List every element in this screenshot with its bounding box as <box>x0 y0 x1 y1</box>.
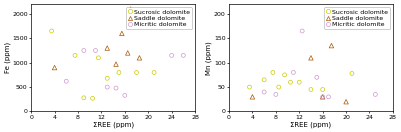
Point <box>308 88 314 91</box>
Point <box>49 30 55 32</box>
Point <box>125 52 131 54</box>
Point <box>343 101 349 103</box>
Point <box>72 54 78 56</box>
Point <box>51 67 58 69</box>
Point <box>81 97 87 99</box>
Point <box>133 71 140 74</box>
Point <box>320 88 326 91</box>
Point <box>314 76 320 78</box>
Point <box>119 32 125 34</box>
Point <box>180 54 186 56</box>
Point <box>128 8 134 10</box>
Point <box>113 63 119 65</box>
Point <box>325 96 332 98</box>
Point <box>104 77 110 79</box>
Point <box>296 81 302 83</box>
Legend: Sucrosic dolomite, Saddle dolomite, Micritic dolomite: Sucrosic dolomite, Saddle dolomite, Micr… <box>126 7 192 29</box>
Point <box>273 93 279 95</box>
Point <box>63 80 69 82</box>
Point <box>349 72 355 74</box>
Point <box>261 91 267 93</box>
Point <box>136 57 143 59</box>
Point <box>246 86 253 88</box>
Y-axis label: Fe (ppm): Fe (ppm) <box>4 42 11 73</box>
Point <box>104 47 110 49</box>
Point <box>122 94 128 96</box>
Point <box>113 87 119 89</box>
Point <box>104 86 110 88</box>
Point <box>270 71 276 74</box>
Point <box>92 50 99 52</box>
Point <box>249 96 256 98</box>
Point <box>328 45 335 47</box>
Point <box>168 54 175 56</box>
Legend: Sucrosic dolomite, Saddle dolomite, Micritic dolomite: Sucrosic dolomite, Saddle dolomite, Micr… <box>324 7 390 29</box>
X-axis label: ΣREE (ppm): ΣREE (ppm) <box>93 121 134 128</box>
Point <box>290 71 297 74</box>
Point <box>261 79 267 81</box>
Point <box>308 57 314 59</box>
X-axis label: ΣREE (ppm): ΣREE (ppm) <box>290 121 332 128</box>
Point <box>372 93 379 95</box>
Point <box>116 71 122 74</box>
Point <box>320 96 326 98</box>
Point <box>299 30 306 32</box>
Y-axis label: Mn (ppm): Mn (ppm) <box>206 41 213 75</box>
Point <box>151 71 157 74</box>
Point <box>275 86 282 88</box>
Point <box>320 96 326 98</box>
Point <box>282 74 288 76</box>
Point <box>89 97 96 99</box>
Point <box>95 57 102 59</box>
Point <box>81 50 87 52</box>
Point <box>287 81 294 83</box>
